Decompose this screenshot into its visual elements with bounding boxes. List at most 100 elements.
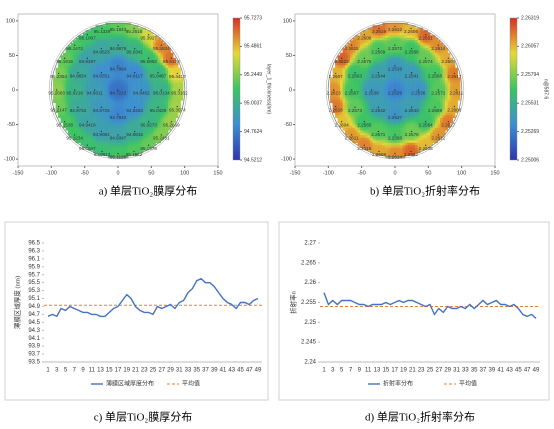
point-value-label: 2.2567 <box>345 91 359 96</box>
heat-cell <box>78 42 81 46</box>
heat-cell <box>125 25 129 29</box>
heat-cell <box>390 105 393 109</box>
heat-cell <box>95 75 99 79</box>
heat-cell <box>410 132 413 136</box>
heat-cell <box>347 125 351 129</box>
y-tick-label: -100 <box>4 157 15 163</box>
heat-cell <box>123 65 126 69</box>
heat-cell <box>123 55 126 59</box>
heat-cell <box>377 102 381 106</box>
heat-cell <box>357 55 361 59</box>
heat-cell <box>347 82 351 86</box>
heat-cell <box>405 102 408 106</box>
heat-cell <box>158 57 161 61</box>
heat-cell <box>337 55 341 59</box>
heat-cell <box>163 95 166 99</box>
heat-cell <box>410 145 413 149</box>
heat-cell <box>367 57 371 61</box>
heat-cell <box>63 115 66 119</box>
heat-cell <box>123 140 126 144</box>
heat-cell <box>143 110 146 114</box>
heat-cell <box>168 60 171 64</box>
heat-cell <box>435 112 438 116</box>
heat-cell <box>143 147 146 151</box>
heat-cell <box>347 50 351 54</box>
heat-cell <box>100 117 104 121</box>
x-tick-label: 0 <box>116 170 119 176</box>
heat-cell <box>350 135 353 139</box>
heat-cell <box>380 147 383 151</box>
heat-cell <box>425 30 428 34</box>
heat-cell <box>125 125 129 129</box>
heat-cell <box>425 80 428 84</box>
heat-cell <box>155 42 159 46</box>
heat-cell <box>83 65 86 69</box>
heat-cell <box>85 135 89 139</box>
heat-cell <box>60 110 64 114</box>
heat-cell <box>372 70 376 74</box>
heat-cell <box>410 75 413 79</box>
heat-cell <box>73 102 76 106</box>
heat-cell <box>407 135 411 139</box>
heat-cell <box>80 140 84 144</box>
x-tick-label: 35 <box>471 368 478 374</box>
heat-cell <box>370 40 373 44</box>
heat-cell <box>108 87 111 91</box>
heat-cell <box>422 122 426 126</box>
heat-cell <box>138 62 141 66</box>
heat-cell <box>155 110 159 114</box>
point-value-label: 2.2573 <box>348 108 362 113</box>
heat-cell <box>430 42 433 46</box>
heat-cell <box>362 142 366 146</box>
heat-cell <box>143 125 146 129</box>
heat-cell <box>365 85 368 89</box>
heat-cell <box>447 125 451 129</box>
heat-cell <box>400 152 403 156</box>
heat-cell <box>440 97 443 101</box>
heat-cell <box>407 47 411 51</box>
heat-cell <box>170 115 174 119</box>
heat-cell <box>138 40 141 44</box>
heat-cell <box>400 77 403 81</box>
heat-cell <box>125 30 129 34</box>
heat-cell <box>95 115 99 119</box>
heat-cell <box>427 102 431 106</box>
heat-cell <box>412 125 416 129</box>
heat-cell <box>382 57 386 61</box>
heat-cell <box>128 55 131 59</box>
heat-cell <box>432 87 436 91</box>
heat-cell <box>95 72 99 76</box>
heat-cell <box>85 85 89 89</box>
heat-cell <box>372 95 376 99</box>
heat-cell <box>108 130 111 134</box>
heat-cell <box>437 40 441 44</box>
heat-cell <box>355 115 358 119</box>
heat-cell <box>372 110 376 114</box>
heat-cell <box>397 120 401 124</box>
heat-cell <box>385 37 388 41</box>
heat-cell <box>370 27 373 31</box>
heat-cell <box>335 90 338 94</box>
heat-cell <box>153 42 156 46</box>
heat-cell <box>83 145 86 149</box>
heat-cell <box>337 117 341 121</box>
heat-cell <box>163 57 166 61</box>
heat-cell <box>140 30 144 34</box>
heat-cell <box>153 90 156 94</box>
heat-cell <box>380 50 383 54</box>
heat-cell <box>432 122 436 126</box>
heat-cell <box>113 87 116 91</box>
heat-cell <box>153 40 156 44</box>
heat-cell <box>95 145 99 149</box>
heat-cell <box>395 42 398 46</box>
heat-cell <box>427 115 431 119</box>
measure-point <box>134 106 136 108</box>
heat-cell <box>407 67 411 71</box>
heat-cell <box>372 87 376 91</box>
heat-cell <box>420 137 423 141</box>
heat-cell <box>375 85 378 89</box>
heat-cell <box>392 75 396 79</box>
heat-cell <box>360 137 363 141</box>
heat-cell <box>73 130 76 134</box>
heat-cell <box>63 105 66 109</box>
